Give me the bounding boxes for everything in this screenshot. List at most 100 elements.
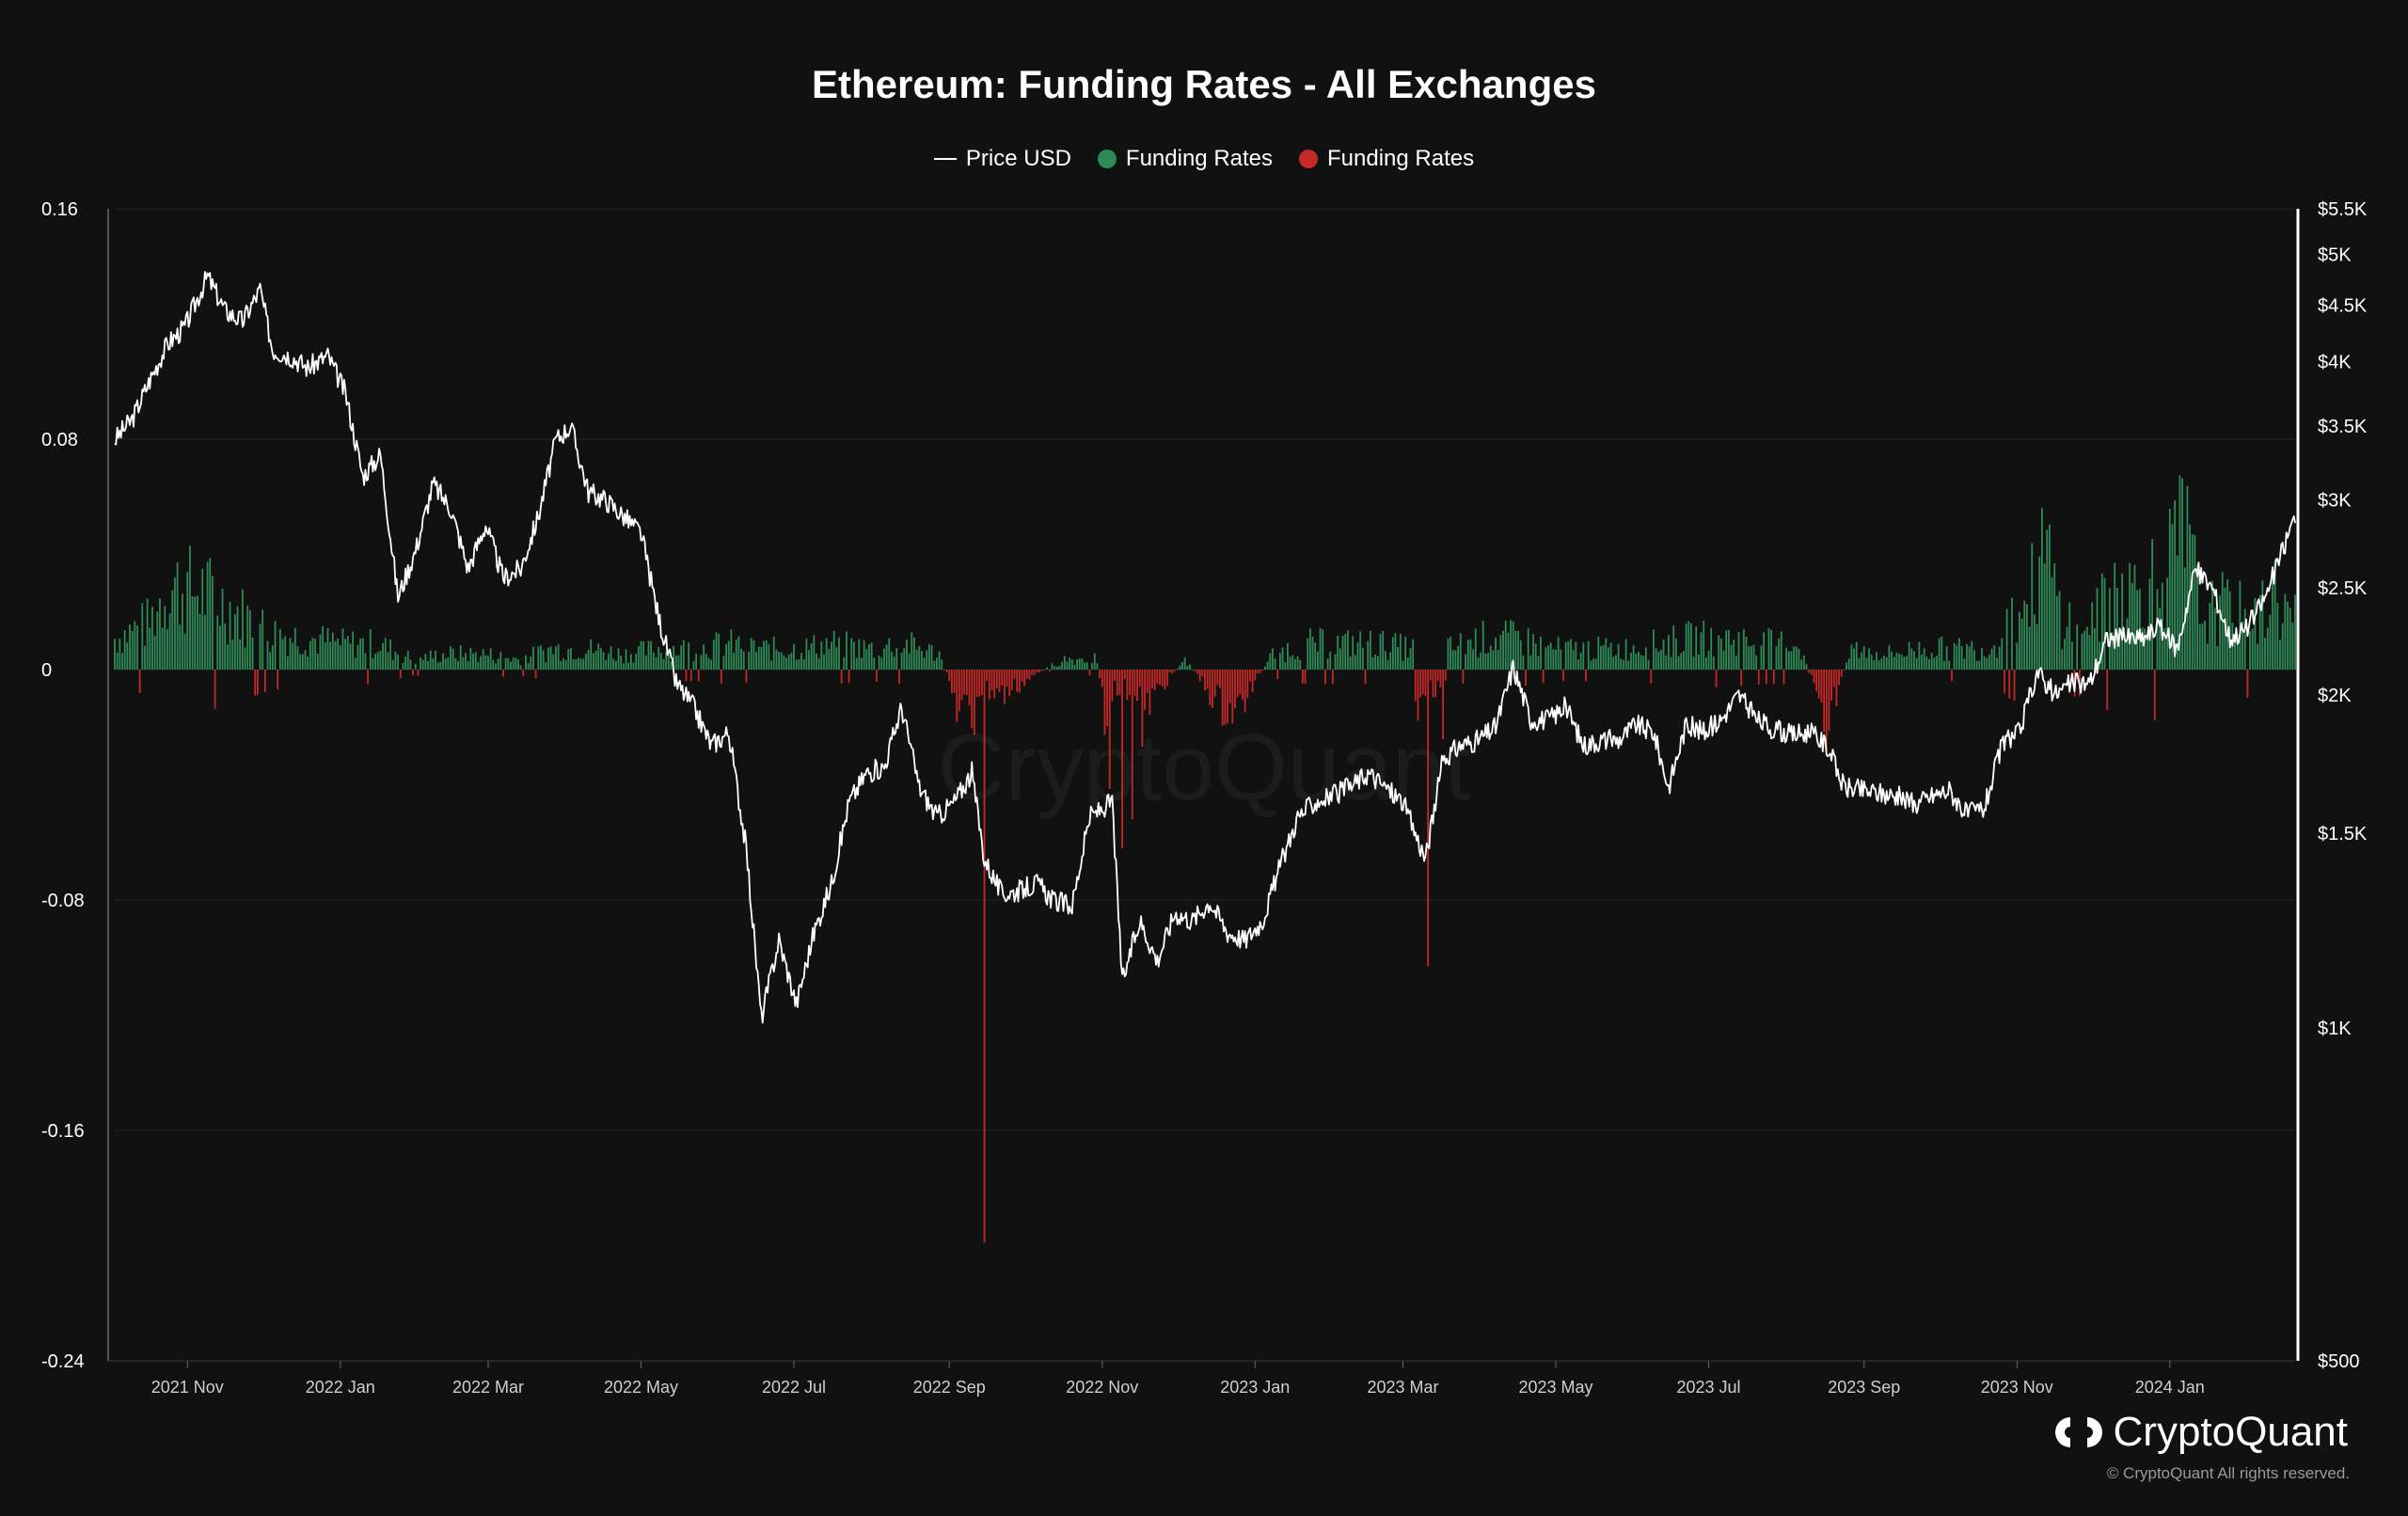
funding-rate-bar (1171, 670, 1174, 674)
funding-rate-bar (1349, 656, 1352, 670)
funding-rate-bar (1682, 651, 1685, 670)
funding-rate-bar (1429, 670, 1432, 681)
funding-rate-bar (1825, 670, 1828, 752)
funding-rate-bar (534, 670, 537, 679)
funding-rate-bar (224, 624, 227, 670)
funding-rate-bar (236, 606, 239, 670)
funding-rate-bar (1196, 670, 1198, 674)
funding-rate-bar (2159, 608, 2162, 670)
funding-rate-bar (2266, 627, 2269, 670)
legend-item-price[interactable]: Price USD (933, 146, 1071, 172)
funding-rate-bar (412, 670, 414, 676)
funding-rate-bar (1828, 670, 1830, 732)
funding-rate-bar (587, 650, 590, 670)
funding-rate-bar (219, 625, 221, 670)
funding-rate-bar (123, 630, 126, 670)
funding-rate-bar (1337, 635, 1339, 670)
funding-rate-bar (1757, 670, 1760, 685)
funding-rate-bar (337, 638, 340, 670)
funding-rate-bar (730, 629, 733, 670)
funding-rate-bar (307, 655, 309, 670)
funding-rate-bar (1432, 670, 1434, 698)
funding-rate-bar (599, 648, 602, 670)
funding-rate-bar (527, 662, 530, 670)
funding-rate-bar (151, 607, 153, 670)
funding-rate-bar (1404, 637, 1407, 670)
funding-rate-bar (2013, 670, 2016, 701)
legend-item-funding-negative[interactable]: Funding Rates (1299, 146, 1474, 172)
funding-rate-bar (1474, 628, 1477, 670)
funding-rate-bar (484, 655, 487, 670)
funding-rate-bar (602, 652, 605, 670)
funding-rate-bar (1838, 670, 1840, 686)
funding-rate-bar (1687, 621, 1690, 670)
funding-rate-bar (301, 654, 304, 670)
funding-rate-bar (820, 641, 823, 670)
funding-rate-bar (1444, 670, 1447, 681)
funding-rate-bar (1960, 646, 1963, 670)
funding-rate-bar (983, 670, 986, 1243)
funding-rate-bar (409, 659, 412, 670)
funding-rate-bar (1921, 655, 1923, 670)
funding-rate-bar (953, 670, 956, 693)
funding-rate-bar (1943, 660, 1945, 670)
funding-rate-bar (900, 652, 903, 670)
funding-rate-bar (1466, 640, 1469, 670)
funding-rate-bar (823, 654, 825, 670)
funding-rate-bar (254, 670, 257, 696)
funding-rate-bar (650, 640, 653, 670)
funding-rate-bar (2031, 543, 2034, 670)
funding-rate-bar (800, 653, 802, 670)
funding-rate-bar (1287, 642, 1289, 670)
funding-rate-bar (810, 643, 813, 670)
funding-rate-bar (971, 670, 974, 728)
legend-item-funding-positive[interactable]: Funding Rates (1097, 146, 1273, 172)
funding-rate-bar (2171, 524, 2174, 670)
funding-rate-bar (1722, 650, 1725, 670)
funding-rate-bar (2005, 608, 2008, 670)
funding-rate-bar (1131, 670, 1133, 820)
funding-rate-bar (861, 657, 863, 670)
funding-rate-bar (1406, 657, 1409, 670)
funding-rate-bar (710, 659, 713, 670)
funding-rate-bar (1620, 658, 1623, 670)
funding-rate-bar (1036, 670, 1038, 672)
funding-rate-bar (1793, 646, 1796, 670)
funding-rate-bar (850, 638, 853, 670)
funding-rate-bar (467, 661, 469, 670)
funding-rate-bar (2156, 589, 2159, 670)
funding-rate-bar (480, 655, 482, 670)
funding-rate-bar (1069, 657, 1071, 670)
funding-rate-bar (816, 653, 817, 670)
funding-rate-bar (680, 645, 683, 670)
funding-rate-bar (2099, 641, 2101, 670)
funding-rate-bar (389, 639, 391, 670)
funding-rate-bar (1138, 670, 1141, 687)
funding-rate-bar (1296, 655, 1299, 670)
funding-rate-bar (1146, 670, 1149, 694)
funding-rate-bar (855, 657, 858, 670)
funding-rate-bar (895, 647, 898, 670)
funding-rate-bar (644, 655, 647, 670)
funding-rate-bar (1106, 670, 1108, 727)
funding-rate-bar (1231, 670, 1234, 724)
funding-rate-bar (1557, 637, 1560, 670)
funding-rate-bar (903, 648, 906, 670)
funding-rate-bar (1876, 652, 1877, 670)
funding-rate-bar (1254, 670, 1257, 681)
funding-rate-bar (780, 652, 783, 670)
funding-rate-bar (988, 670, 990, 700)
funding-rate-bar (2291, 622, 2294, 670)
legend-label-price: Price USD (965, 146, 1071, 171)
funding-rate-bar (1680, 653, 1683, 670)
funding-rate-bar (1028, 670, 1031, 680)
funding-rate-bar (1499, 635, 1502, 670)
funding-rate-bar (1025, 670, 1028, 679)
funding-rate-bar (1590, 660, 1592, 670)
funding-rate-bar (1489, 645, 1492, 670)
funding-rate-bar (700, 655, 703, 670)
funding-rate-bar (1228, 670, 1231, 703)
funding-rate-bar (2121, 573, 2124, 670)
funding-rate-bar (1966, 643, 1968, 670)
funding-rate-bar (1600, 645, 1602, 670)
